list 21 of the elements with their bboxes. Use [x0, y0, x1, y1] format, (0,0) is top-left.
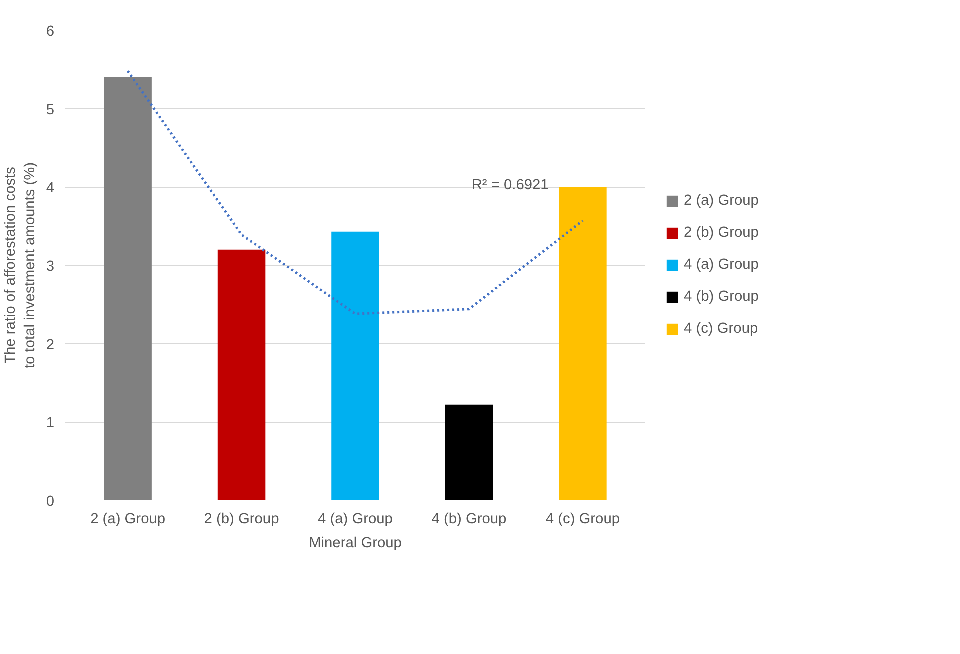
x-tick-label: 4 (c) Group	[546, 512, 620, 528]
legend-label: 4 (a) Group	[684, 257, 759, 273]
legend-label: 4 (c) Group	[684, 321, 758, 337]
x-tick-label: 2 (a) Group	[90, 512, 166, 528]
annotation: R² = 0.6921	[472, 177, 549, 194]
y-tick-label: 3	[46, 259, 55, 275]
legend-label: 2 (a) Group	[684, 193, 759, 209]
legend-label: 2 (b) Group	[684, 225, 759, 241]
y-tick-label: 4	[46, 180, 55, 197]
y-tick-label: 6	[46, 24, 55, 40]
y-tick-label: 0	[46, 494, 55, 510]
x-axis-title: Mineral Group	[309, 536, 402, 552]
y-tick-label: 2	[46, 337, 55, 354]
y-axis-title: The ratio of afforestation costs to total investment amounts (%)	[3, 162, 38, 369]
y-tick-label: 5	[46, 102, 55, 118]
legend-label: 4 (b) Group	[684, 289, 759, 305]
x-tick-label: 4 (b) Group	[432, 512, 507, 528]
line-series	[126, 70, 584, 316]
x-tick-label: 2 (b) Group	[204, 512, 280, 528]
x-tick-label: 4 (a) Group	[318, 512, 393, 528]
y-tick-label: 1	[46, 416, 55, 432]
